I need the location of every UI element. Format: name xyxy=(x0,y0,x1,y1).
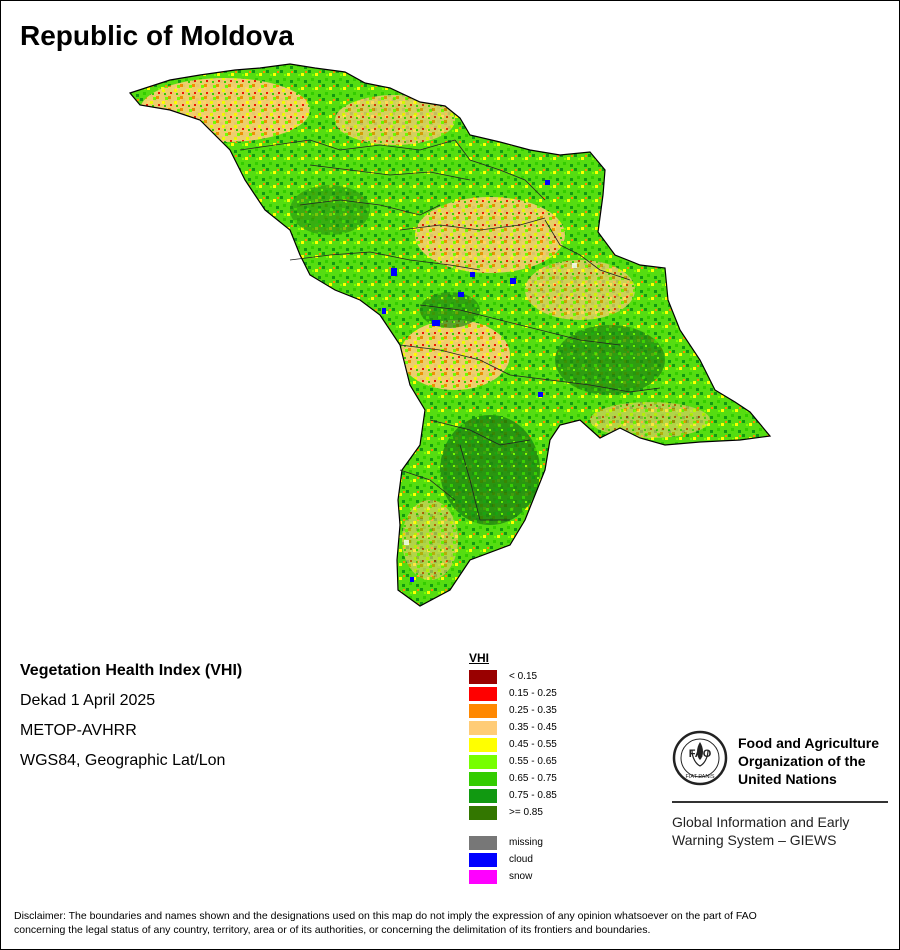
legend-item: 0.15 - 0.25 xyxy=(469,685,557,702)
product-name: Vegetation Health Index (VHI) xyxy=(20,662,243,679)
giews-line1: Global Information and Early xyxy=(672,814,850,830)
map-info: Vegetation Health Index (VHI) Dekad 1 Ap… xyxy=(20,656,242,776)
legend-swatch xyxy=(469,772,497,786)
vhi-map xyxy=(129,63,771,607)
legend-label: 0.65 - 0.75 xyxy=(509,773,557,784)
legend-item: cloud xyxy=(469,851,533,868)
legend-label: 0.25 - 0.35 xyxy=(509,705,557,716)
fao-logo-text: FAO xyxy=(689,748,712,760)
legend-swatch xyxy=(469,738,497,752)
legend-item: 0.55 - 0.65 xyxy=(469,753,557,770)
legend-item: 0.65 - 0.75 xyxy=(469,770,557,787)
legend-label: 0.35 - 0.45 xyxy=(509,722,557,733)
disclaimer-line1: Disclaimer: The boundaries and names sho… xyxy=(14,910,757,922)
legend-swatch xyxy=(469,687,497,701)
legend-swatch xyxy=(469,870,497,884)
legend-swatch xyxy=(469,853,497,867)
legend-item: >= 0.85 xyxy=(469,804,543,821)
fao-name-line3: United Nations xyxy=(738,771,837,787)
legend-label: 0.15 - 0.25 xyxy=(509,688,557,699)
legend-item: missing xyxy=(469,834,543,851)
legend-label: >= 0.85 xyxy=(509,807,543,818)
legend-classes: < 0.15 0.15 - 0.25 0.25 - 0.35 0.35 - 0.45 0… xyxy=(469,668,557,821)
legend-label: 0.55 - 0.65 xyxy=(509,756,557,767)
legend-special: missing cloud snow xyxy=(469,834,543,885)
legend-swatch xyxy=(469,721,497,735)
legend-item: 0.45 - 0.55 xyxy=(469,736,557,753)
legend-item: snow xyxy=(469,868,532,885)
legend-title: VHI xyxy=(469,651,490,665)
legend-label: 0.75 - 0.85 xyxy=(509,790,557,801)
map-title: Republic of Moldova xyxy=(20,20,294,51)
fao-logo-icon: FAO FIAT PANIS xyxy=(672,730,728,786)
giews-line2: Warning System – GIEWS xyxy=(672,832,837,848)
vhi-legend: VHI < 0.15 0.15 - 0.25 0.25 - 0.35 0.35 - 0… xyxy=(469,651,557,885)
fao-logo-motto: FIAT PANIS xyxy=(685,774,714,780)
legend-swatch xyxy=(469,806,497,820)
vhi-raster xyxy=(130,64,770,606)
legend-label: missing xyxy=(509,837,543,848)
legend-swatch xyxy=(469,755,497,769)
legend-label: 0.45 - 0.55 xyxy=(509,739,557,750)
district-boundaries xyxy=(239,139,661,521)
legend-item: 0.35 - 0.45 xyxy=(469,719,557,736)
legend-label: cloud xyxy=(509,854,533,865)
projection-label: WGS84, Geographic Lat/Lon xyxy=(20,752,226,769)
disclaimer: Disclaimer: The boundaries and names sho… xyxy=(14,909,884,937)
legend-item: 0.75 - 0.85 xyxy=(469,787,557,804)
fao-name-line2: Organization of the xyxy=(738,753,866,769)
legend-label: snow xyxy=(509,871,533,882)
legend-item: < 0.15 xyxy=(469,668,537,685)
giews-name: Global Information and Early Warning Sys… xyxy=(672,813,849,849)
sensor-label: METOP-AVHRR xyxy=(20,722,137,739)
disclaimer-line2: concerning the legal status of any count… xyxy=(14,924,651,936)
fao-name-line1: Food and Agriculture xyxy=(738,735,880,751)
legend-swatch xyxy=(469,670,497,684)
legend-label: < 0.15 xyxy=(509,671,538,682)
legend-swatch xyxy=(469,836,497,850)
period-label: Dekad 1 April 2025 xyxy=(20,692,156,709)
fao-divider xyxy=(672,801,888,803)
legend-swatch xyxy=(469,704,497,718)
fao-name: Food and Agriculture Organization of the… xyxy=(738,734,879,788)
legend-item: 0.25 - 0.35 xyxy=(469,702,557,719)
legend-swatch xyxy=(469,789,497,803)
